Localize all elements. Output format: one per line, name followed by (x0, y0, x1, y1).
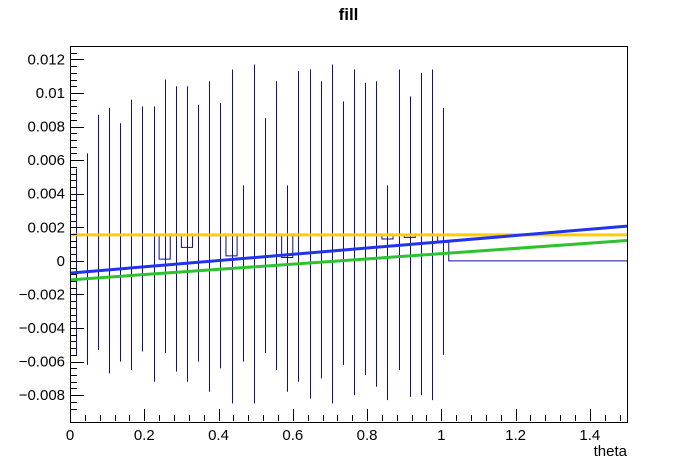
y-tick-label: 0.012 (27, 51, 65, 68)
x-tick-label: 0 (66, 427, 74, 444)
y-tick-label: 0.008 (27, 119, 65, 136)
linear-fit-green (69, 239, 628, 282)
y-axis: 0.012 0.01 0.008 0.006 0.004 0.002 0 −0.002 −0.0… (19, 51, 84, 410)
x-tick-label: 0.4 (208, 427, 229, 444)
y-tick-label: −0.004 (19, 320, 65, 337)
x-tick-label: 1.4 (579, 427, 600, 444)
y-tick-label: 0.002 (27, 219, 65, 236)
x-axis-title: theta (593, 443, 627, 460)
y-tick-label: 0 (57, 253, 65, 270)
plot-frame (70, 46, 628, 423)
y-tick-label: 0.006 (27, 152, 65, 169)
error-bars (76, 64, 444, 404)
x-tick-label: 0.8 (357, 427, 378, 444)
y-tick-label: 0.01 (36, 85, 65, 102)
y-tick-label: −0.006 (19, 354, 65, 371)
x-tick-label: 1 (437, 427, 445, 444)
y-tick-label: −0.002 (19, 286, 65, 303)
x-tick-label: 0.6 (282, 427, 303, 444)
linear-fit-blue (69, 224, 628, 275)
y-tick-label: −0.008 (19, 387, 65, 404)
plot-title: fill (338, 5, 359, 24)
y-tick-label: 0.004 (27, 186, 65, 203)
x-tick-label: 1.2 (505, 427, 526, 444)
x-axis: 0 0.2 0.4 0.6 0.8 1 1.2 1.4 (66, 409, 621, 444)
fit-lines (69, 224, 628, 282)
x-tick-label: 0.2 (134, 427, 155, 444)
frame-border (70, 46, 628, 423)
